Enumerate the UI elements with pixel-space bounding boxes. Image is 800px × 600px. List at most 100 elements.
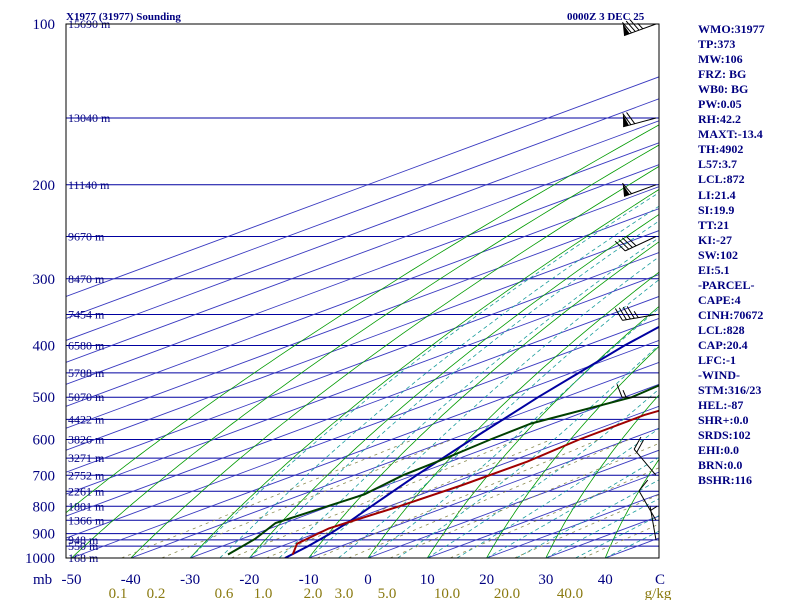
mixing-ratio-line [121, 439, 414, 558]
index-item: BSHR:116 [698, 473, 753, 488]
isotherm-line [308, 427, 659, 558]
isotherm-line [367, 449, 659, 558]
height-label: 7454 m [68, 308, 105, 322]
mixing-ratio-line [231, 439, 519, 558]
mixing-ratio-tick-label: 40.0 [557, 586, 583, 600]
parcel-path [284, 325, 659, 558]
isotherm-line [66, 76, 659, 297]
moist-adiabat [367, 307, 659, 558]
index-item: SRDS:102 [698, 428, 751, 443]
index-item: -PARCEL- [698, 277, 755, 292]
barb-full [614, 308, 623, 321]
valid-time: 0000Z 3 DEC 25 [567, 11, 645, 23]
dewpoint-line [227, 384, 659, 556]
height-label: 3271 m [68, 451, 105, 465]
mixing-ratio-tick-label: 20.0 [494, 586, 520, 600]
moist-adiabat [575, 515, 659, 558]
pressure-tick-label: 500 [33, 390, 56, 406]
isotherm-line [66, 230, 659, 451]
dry-adiabat [66, 124, 659, 513]
wind-barb [622, 182, 657, 197]
index-item: LCL:828 [698, 322, 745, 337]
isotherm-line [66, 186, 659, 407]
index-item: LI:21.4 [698, 187, 736, 202]
mixing-ratio-line [514, 494, 659, 558]
isotherm-line [130, 361, 659, 558]
moist-adiabat [338, 279, 659, 558]
index-item: TH:4902 [698, 142, 744, 157]
barb-staff [633, 448, 657, 476]
pressure-tick-label: 800 [33, 499, 56, 515]
barb-full [626, 306, 635, 319]
index-item: -WIND- [698, 368, 740, 383]
height-label: 2752 m [68, 468, 105, 482]
wind-barb [622, 112, 657, 128]
index-item: CAP:20.4 [698, 337, 748, 352]
index-item: RH:42.2 [698, 112, 741, 127]
index-item: WB0: BG [698, 82, 749, 97]
index-item: SI:19.9 [698, 202, 735, 217]
index-item: L57:3.7 [698, 157, 737, 172]
index-item: WMO:31977 [698, 22, 765, 36]
height-label: 550 m [68, 539, 99, 553]
wind-barb [614, 235, 657, 252]
moist-adiabat [219, 205, 659, 558]
index-item: CAPE:4 [698, 292, 741, 307]
height-label: 948 m [68, 533, 99, 547]
plot-frame [65, 23, 660, 559]
barb-full [625, 235, 637, 247]
temperature-tick-label: 20 [479, 572, 494, 588]
isotherm-line [71, 339, 659, 558]
mixing-ratio-tick-label: 3.0 [335, 586, 354, 600]
dry-adiabat [130, 166, 659, 558]
mixing-ratio-tick-label: 5.0 [378, 586, 397, 600]
pressure-unit-label: mb [33, 572, 52, 588]
isotherm-line [66, 164, 659, 385]
height-label: 5070 m [68, 390, 105, 404]
pressure-tick-label: 100 [33, 17, 56, 33]
barb-full [614, 240, 626, 252]
barb-staff [624, 236, 657, 252]
pressure-tick-label: 700 [33, 468, 56, 484]
moist-adiabat [397, 344, 659, 558]
temperature-tick-label: 40 [598, 572, 613, 588]
height-label: 8470 m [68, 272, 105, 286]
dry-adiabat [249, 214, 659, 558]
index-item: TT:21 [698, 217, 730, 232]
wind-barb [614, 306, 657, 321]
index-item: KI:-27 [698, 232, 732, 247]
isotherm-line [66, 98, 659, 319]
grid [66, 24, 659, 558]
mixing-ratio-line [582, 523, 659, 558]
isotherm-line [66, 208, 659, 429]
moist-adiabat [427, 388, 659, 558]
index-item: FRZ: BG [698, 67, 747, 82]
isotherm-line [66, 120, 659, 341]
barb-half [650, 505, 658, 511]
pressure-tick-label: 200 [33, 178, 56, 194]
indices-panel: WMO:31977 TP:373 MW:106 FRZ: BG WB0: BG PW:0.… [698, 22, 798, 488]
index-item: BRN:0.0 [698, 458, 743, 473]
mixing-ratio-tick-label: 10.0 [434, 586, 460, 600]
barb-full [618, 307, 627, 320]
barb-full [626, 112, 636, 124]
isotherm-line [66, 142, 659, 363]
mixing-ratio-tick-label: 0.6 [215, 586, 234, 600]
dry-adiabat [545, 394, 659, 558]
height-label: 11140 m [68, 178, 110, 192]
index-item: STM:316/23 [698, 383, 762, 398]
index-item: HEL:-87 [698, 398, 744, 413]
mixing-ratio-tick-label: 0.2 [147, 586, 166, 600]
moist-adiabat [189, 192, 659, 558]
moist-adiabat [308, 256, 659, 558]
isotherm-line [427, 471, 659, 558]
dry-adiabat [604, 459, 659, 558]
index-item: CINH:70672 [698, 307, 764, 322]
index-item: SHR+:0.0 [698, 413, 749, 428]
mixing-ratio-line [316, 439, 600, 558]
index-item: MW:106 [698, 52, 743, 67]
station-title: X1977 (31977) Sounding [66, 11, 181, 23]
barb-full [616, 384, 623, 398]
temperature-tick-label: -20 [239, 572, 259, 588]
moist-adiabat [516, 479, 659, 558]
